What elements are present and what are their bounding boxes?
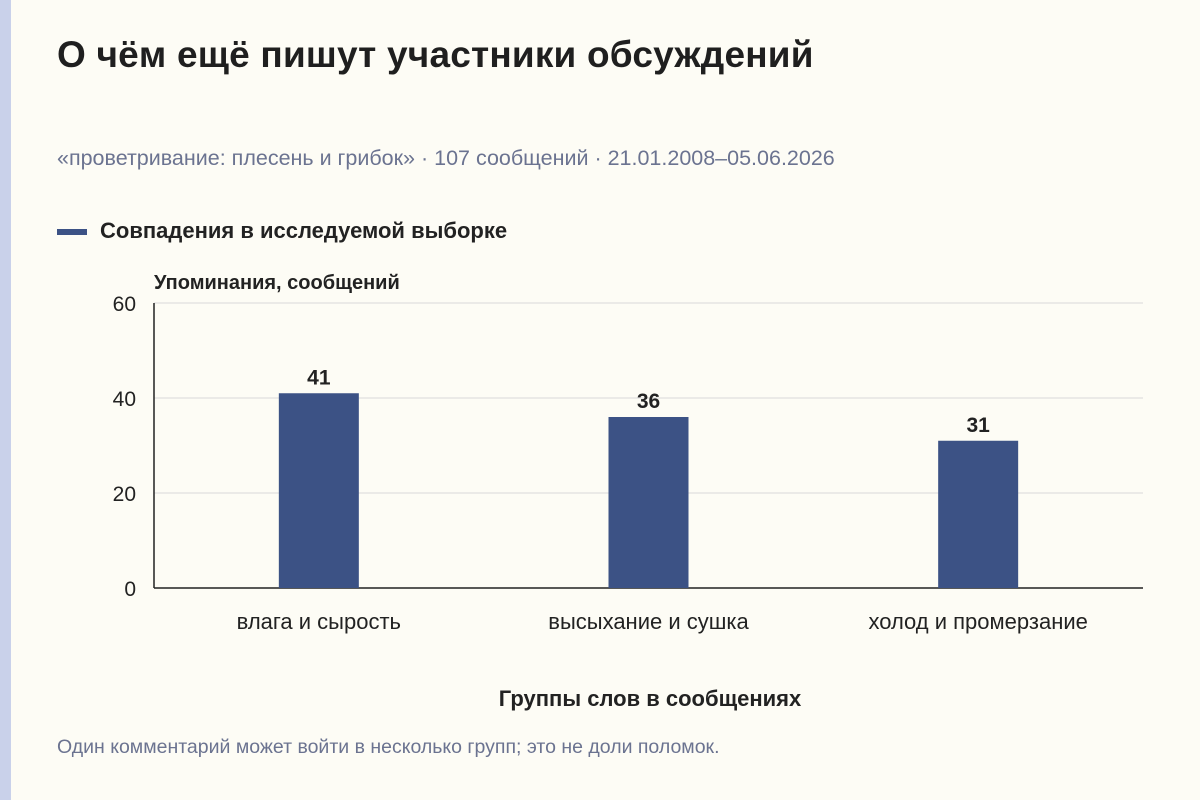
y-tick-label: 40 [113,388,136,411]
data-label: 41 [307,366,331,389]
legend-label: Совпадения в исследуемой выборке [100,218,508,243]
bar [608,417,689,588]
bar-chart: 0 20 40 60 41 влага и сырость 36 высыхание и су… [113,293,1143,634]
y-axis-label: Упоминания, сообщений [154,272,400,294]
x-tick-label: холод и промерзание [868,609,1087,634]
page-title: О чём ещё пишут участники обсуждений [57,34,814,75]
bar [278,393,359,588]
data-label: 31 [966,414,990,437]
accent-strip [0,0,11,800]
bar [938,440,1019,588]
x-tick-label: влага и сырость [237,609,401,634]
x-tick-label: высыхание и сушка [548,609,749,634]
data-label: 36 [637,390,660,413]
y-tick-label: 0 [124,578,136,601]
legend: Совпадения в исследуемой выборке [57,218,507,244]
x-axis-label: Группы слов в сообщениях [498,686,802,711]
y-tick-label: 60 [113,293,136,316]
page-subtitle: «проветривание: плесень и грибок» · 107 … [57,146,835,170]
legend-swatch [57,229,87,235]
footnote: Один комментарий может войти в несколько… [57,736,720,758]
y-tick-label: 20 [113,483,136,506]
